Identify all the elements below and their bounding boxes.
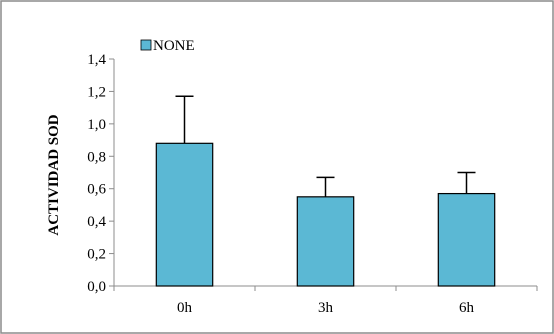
x-tick-label-6h: 6h — [459, 300, 475, 316]
bar-3h — [296, 196, 355, 287]
plot-area: 0,0 0,2 0,4 0,6 0,8 1,0 1,2 1,4 0h 3h 6h — [87, 52, 538, 316]
y-axis-title: ACTIVIDAD SOD — [46, 114, 62, 235]
y-tick-label: 0,8 — [87, 149, 106, 165]
legend-swatch-none — [140, 39, 152, 51]
y-tick-label: 1,2 — [87, 84, 106, 100]
x-tick-label-0h: 0h — [177, 300, 193, 316]
bar-0h — [155, 142, 214, 287]
y-tick-label: 0,0 — [87, 279, 106, 295]
y-tick-label: 1,0 — [87, 117, 106, 133]
y-axis-title-group: ACTIVIDAD SOD — [46, 114, 62, 235]
y-tick-label: 0,4 — [87, 214, 106, 230]
bar-6h — [437, 192, 496, 287]
legend: NONE — [140, 38, 195, 54]
y-tick-label: 1,4 — [87, 52, 106, 68]
legend-label-none: NONE — [153, 38, 195, 54]
y-tick-label: 0,6 — [87, 182, 106, 198]
x-tick-label-3h: 3h — [318, 300, 334, 316]
y-tick-label: 0,2 — [87, 247, 106, 263]
